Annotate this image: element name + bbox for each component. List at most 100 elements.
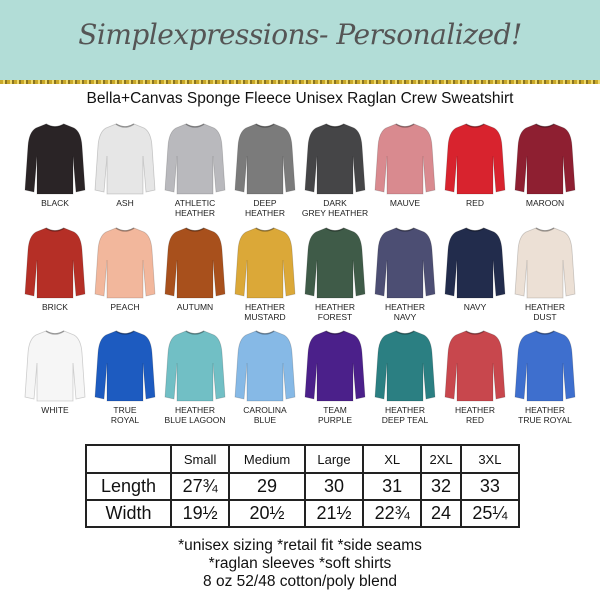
sweatshirt-image bbox=[24, 123, 86, 195]
color-label: NAVY bbox=[463, 302, 487, 312]
sweatshirt-image bbox=[304, 123, 366, 195]
size-value: 24 bbox=[420, 499, 462, 528]
color-label: WHITE bbox=[41, 405, 69, 415]
sweatshirt-image bbox=[94, 123, 156, 195]
color-label: BLACK bbox=[41, 198, 69, 208]
color-swatch: RED bbox=[440, 122, 510, 208]
color-label: HEATHER TRUE ROYAL bbox=[518, 405, 572, 425]
color-label: HEATHER DUST bbox=[525, 302, 565, 322]
row-label: Length bbox=[85, 472, 172, 501]
color-swatch: TRUE ROYAL bbox=[90, 329, 160, 425]
size-value: 20½ bbox=[228, 499, 306, 528]
color-swatch: DARK GREY HEATHER bbox=[300, 122, 370, 218]
color-label: CAROLINA BLUE bbox=[243, 405, 287, 425]
color-swatch: NAVY bbox=[440, 226, 510, 312]
brand-logo-text: Simplexpressions- Personalized! bbox=[78, 18, 522, 51]
sweatshirt-image bbox=[444, 330, 506, 402]
header-banner: Simplexpressions- Personalized! bbox=[0, 0, 600, 80]
size-value: 31 bbox=[362, 472, 423, 501]
size-value: 25¼ bbox=[459, 499, 521, 528]
size-header-cell: Medium bbox=[228, 444, 306, 474]
size-value: 27¾ bbox=[169, 472, 231, 501]
color-label: MAUVE bbox=[389, 198, 421, 208]
size-header-cell: Large bbox=[303, 444, 365, 474]
product-notes: *unisex sizing *retail fit *side seams *… bbox=[0, 537, 600, 591]
sweatshirt-image bbox=[444, 227, 506, 299]
color-label: PEACH bbox=[110, 302, 140, 312]
sweatshirt-image bbox=[304, 227, 366, 299]
size-value: 32 bbox=[420, 472, 462, 501]
sweatshirt-image bbox=[514, 330, 576, 402]
product-title: Bella+Canvas Sponge Fleece Unisex Raglan… bbox=[86, 90, 514, 107]
size-header-cell bbox=[85, 444, 172, 474]
color-label: MAROON bbox=[525, 198, 565, 208]
sweatshirt-image bbox=[164, 227, 226, 299]
sweatshirt-image bbox=[234, 123, 296, 195]
color-swatch: MAROON bbox=[510, 122, 580, 208]
length-row: Length 27¾ 29 30 31 32 33 bbox=[85, 472, 521, 501]
sweatshirt-image bbox=[234, 330, 296, 402]
size-chart: Small Medium Large XL 2XL 3XL Length 27¾… bbox=[85, 444, 521, 528]
color-label: BRICK bbox=[42, 302, 68, 312]
size-value: 19½ bbox=[169, 499, 231, 528]
color-label: HEATHER RED bbox=[455, 405, 495, 425]
sweatshirt-image bbox=[94, 227, 156, 299]
color-label: AUTUMN bbox=[176, 302, 214, 312]
sweatshirt-image bbox=[514, 123, 576, 195]
color-swatch: ASH bbox=[90, 122, 160, 208]
size-value: 29 bbox=[228, 472, 306, 501]
color-label: RED bbox=[466, 198, 484, 208]
width-row: Width 19½ 20½ 21½ 22¾ 24 25¼ bbox=[85, 499, 521, 528]
color-swatch: BLACK bbox=[20, 122, 90, 208]
color-label: HEATHER FOREST bbox=[315, 302, 355, 322]
gold-glitter-divider bbox=[0, 80, 600, 84]
color-swatch: PEACH bbox=[90, 226, 160, 312]
size-value: 33 bbox=[459, 472, 521, 501]
size-header-row: Small Medium Large XL 2XL 3XL bbox=[85, 444, 521, 474]
note-line: 8 oz 52/48 cotton/poly blend bbox=[203, 573, 397, 590]
color-swatch: HEATHER MUSTARD bbox=[230, 226, 300, 322]
color-label: DARK GREY HEATHER bbox=[301, 198, 369, 218]
color-label: TRUE ROYAL bbox=[110, 405, 140, 425]
sweatshirt-image bbox=[444, 123, 506, 195]
color-swatch: CAROLINA BLUE bbox=[230, 329, 300, 425]
color-label: ATHLETIC HEATHER bbox=[174, 198, 216, 218]
color-swatch: TEAM PURPLE bbox=[300, 329, 370, 425]
sweatshirt-image bbox=[374, 227, 436, 299]
color-swatch: HEATHER FOREST bbox=[300, 226, 370, 322]
size-header-cell: XL bbox=[362, 444, 423, 474]
size-value: 22¾ bbox=[362, 499, 423, 528]
sweatshirt-image bbox=[304, 330, 366, 402]
note-line: *unisex sizing *retail fit *side seams bbox=[178, 537, 422, 554]
color-label: DEEP HEATHER bbox=[245, 198, 285, 218]
color-label: HEATHER BLUE LAGOON bbox=[164, 405, 226, 425]
color-swatch: HEATHER DUST bbox=[510, 226, 580, 322]
color-label: HEATHER NAVY bbox=[385, 302, 425, 322]
color-swatch: DEEP HEATHER bbox=[230, 122, 300, 218]
sweatshirt-image bbox=[94, 330, 156, 402]
color-swatch: HEATHER RED bbox=[440, 329, 510, 425]
color-swatch: WHITE bbox=[20, 329, 90, 415]
color-label: TEAM PURPLE bbox=[317, 405, 352, 425]
row-label: Width bbox=[85, 499, 172, 528]
color-swatch: MAUVE bbox=[370, 122, 440, 208]
color-swatch: ATHLETIC HEATHER bbox=[160, 122, 230, 218]
size-header-cell: 2XL bbox=[420, 444, 462, 474]
sweatshirt-image bbox=[514, 227, 576, 299]
size-value: 30 bbox=[303, 472, 365, 501]
color-label: HEATHER DEEP TEAL bbox=[381, 405, 429, 425]
sweatshirt-image bbox=[24, 330, 86, 402]
color-label: ASH bbox=[116, 198, 134, 208]
size-value: 21½ bbox=[303, 499, 365, 528]
sweatshirt-image bbox=[164, 330, 226, 402]
color-swatch: HEATHER BLUE LAGOON bbox=[160, 329, 230, 425]
color-swatch: HEATHER NAVY bbox=[370, 226, 440, 322]
sweatshirt-image bbox=[24, 227, 86, 299]
note-line: *raglan sleeves *soft shirts bbox=[208, 555, 392, 572]
color-swatch: AUTUMN bbox=[160, 226, 230, 312]
sweatshirt-image bbox=[374, 330, 436, 402]
color-swatch: HEATHER TRUE ROYAL bbox=[510, 329, 580, 425]
size-header-cell: Small bbox=[169, 444, 231, 474]
color-swatch: BRICK bbox=[20, 226, 90, 312]
sweatshirt-image bbox=[374, 123, 436, 195]
